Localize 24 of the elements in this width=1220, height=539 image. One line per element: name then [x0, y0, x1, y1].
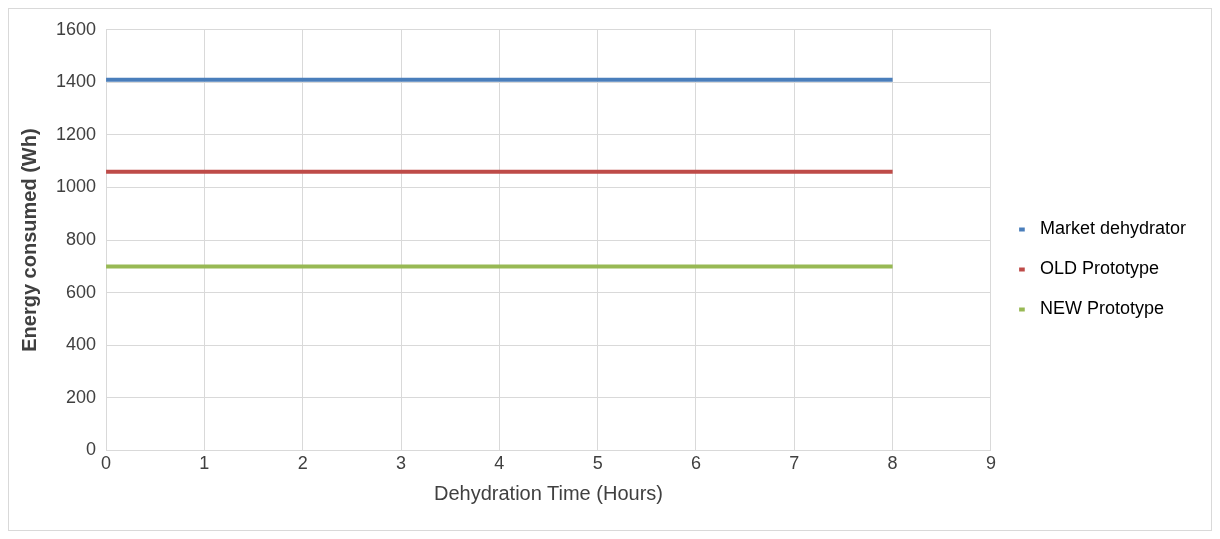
y-axis-title: Energy consumed (Wh): [17, 128, 40, 352]
legend-label: Market dehydrator: [1039, 218, 1187, 239]
x-tick-label: 6: [690, 453, 701, 474]
y-tick-label: 1600: [56, 18, 97, 39]
legend-label: NEW Prototype: [1039, 298, 1164, 319]
y-tick-label: 200: [66, 386, 97, 407]
x-tick-label: 7: [789, 453, 800, 474]
y-tick-label: 400: [66, 334, 97, 355]
y-tick-label: 1000: [56, 176, 97, 197]
y-tick-label: 1200: [56, 123, 97, 144]
x-tick-label: 2: [297, 453, 308, 474]
x-tick-label: 3: [396, 453, 407, 474]
x-axis-title: Dehydration Time (Hours): [434, 481, 663, 504]
y-tick-label: 800: [66, 229, 97, 250]
y-tick-label: 600: [66, 281, 97, 302]
x-tick-label: 4: [494, 453, 505, 474]
legend-label: OLD Prototype: [1039, 258, 1159, 279]
x-tick-label: 0: [101, 453, 112, 474]
x-tick-label: 8: [887, 453, 898, 474]
y-tick-label: 1400: [56, 71, 97, 92]
y-tick-label: 0: [86, 439, 97, 460]
x-tick-label: 5: [592, 453, 603, 474]
x-tick-label: 9: [985, 453, 996, 474]
x-tick-label: 1: [199, 453, 210, 474]
